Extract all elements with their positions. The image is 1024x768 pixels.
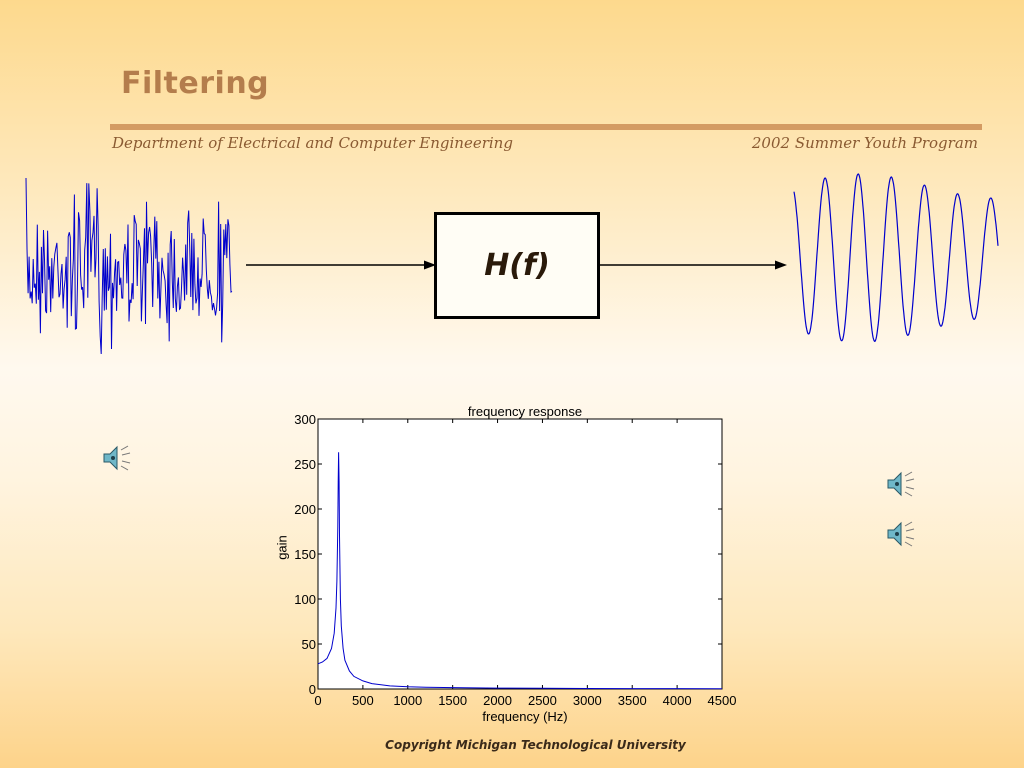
filter-label: H(f)	[484, 248, 550, 283]
y-tick-label: 0	[309, 682, 316, 697]
filter-box: H(f)	[434, 212, 600, 319]
copyright-footer: Copyright Michigan Technological Univers…	[385, 738, 686, 752]
x-tick-label: 0	[314, 693, 321, 708]
x-tick-label: 2500	[528, 693, 557, 708]
chart-title: frequency response	[467, 404, 583, 419]
x-tick-label: 2000	[483, 693, 512, 708]
y-tick-label: 150	[294, 547, 316, 562]
output-arrow	[597, 260, 787, 270]
noisy-input-signal	[25, 177, 233, 355]
response-series-line	[317, 452, 723, 690]
department-label: Department of Electrical and Computer En…	[112, 134, 513, 152]
input-arrow	[246, 260, 436, 270]
x-tick-label: 4000	[663, 693, 692, 708]
y-tick-label: 300	[294, 412, 316, 427]
title-divider	[110, 124, 982, 130]
plot-area	[317, 418, 723, 690]
speaker-icon[interactable]	[886, 470, 916, 498]
y-tick-label: 250	[294, 457, 316, 472]
x-tick-label: 3500	[618, 693, 647, 708]
y-tick-label: 200	[294, 502, 316, 517]
x-tick-label: 1000	[393, 693, 422, 708]
frequency-response-chart: 0 500 1000 1500 2000 2500 3000 3500 4000 4500 0 50…	[294, 412, 737, 708]
x-tick-label: 1500	[438, 693, 467, 708]
x-tick-label: 4500	[708, 693, 737, 708]
x-tick-label: 3000	[573, 693, 602, 708]
speaker-icon[interactable]	[102, 444, 132, 472]
y-tick-label: 100	[294, 592, 316, 607]
filtered-output-signal	[793, 173, 999, 342]
x-axis-label: frequency (Hz)	[482, 709, 568, 724]
y-tick-label: 50	[302, 637, 316, 652]
program-label: 2002 Summer Youth Program	[751, 134, 978, 152]
slide-title: Filtering	[121, 66, 270, 101]
speaker-icon[interactable]	[886, 520, 916, 548]
x-tick-label: 500	[352, 693, 374, 708]
